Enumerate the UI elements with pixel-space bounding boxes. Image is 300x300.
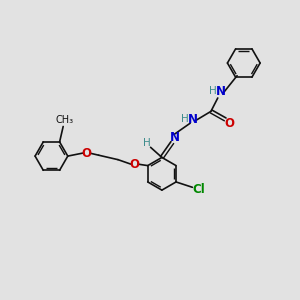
Text: H: H	[181, 114, 189, 124]
Text: O: O	[81, 147, 91, 160]
Text: O: O	[224, 117, 234, 130]
Text: N: N	[216, 85, 226, 98]
Text: N: N	[188, 113, 198, 126]
Text: Cl: Cl	[193, 183, 206, 196]
Text: H: H	[142, 138, 150, 148]
Text: CH₃: CH₃	[56, 115, 74, 125]
Text: N: N	[170, 131, 180, 144]
Text: O: O	[129, 158, 140, 171]
Text: H: H	[209, 85, 217, 96]
